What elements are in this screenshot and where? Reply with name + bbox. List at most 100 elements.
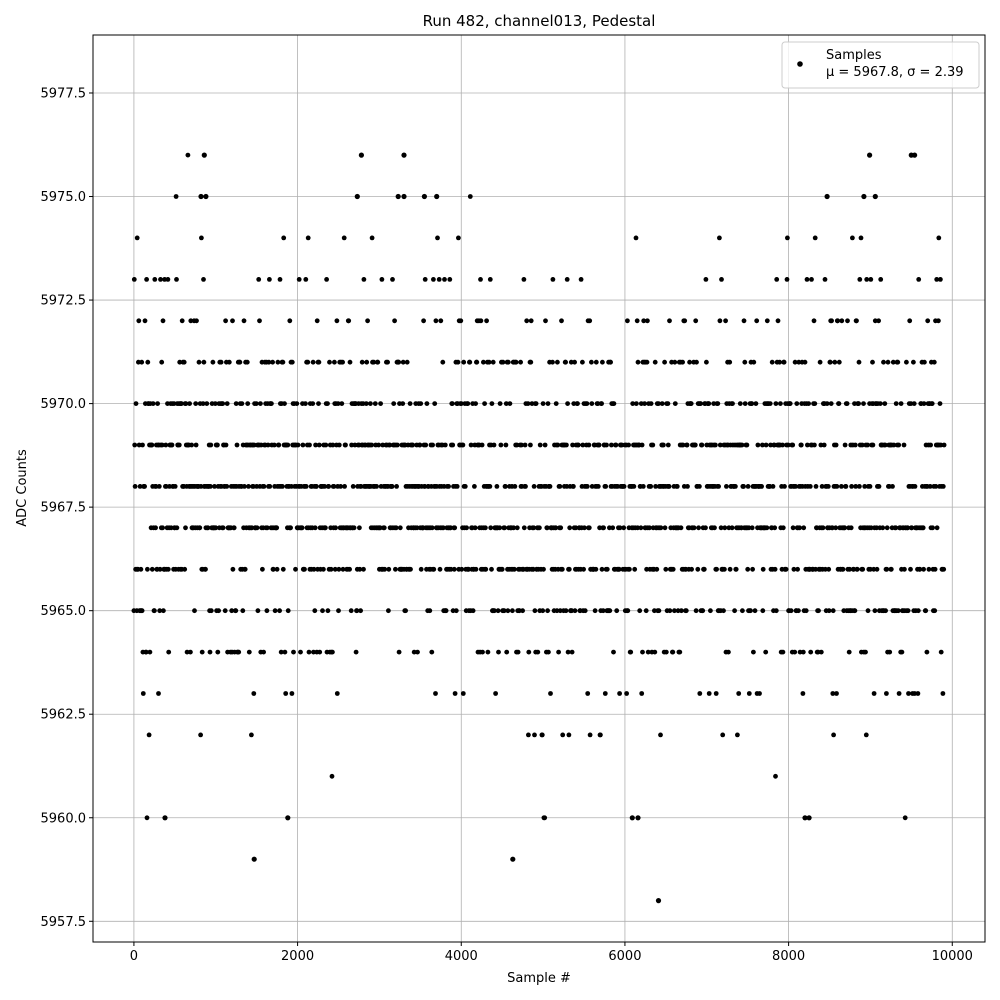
- legend-entry-samples: Samples: [826, 48, 882, 63]
- data-point: [418, 566, 424, 572]
- data-point: [525, 401, 531, 406]
- data-point: [581, 566, 586, 572]
- data-point: [376, 442, 381, 448]
- data-point: [732, 608, 737, 614]
- data-point: [436, 277, 442, 282]
- data-point: [834, 691, 839, 696]
- data-point: [890, 359, 896, 365]
- data-point: [640, 649, 645, 655]
- data-point: [689, 566, 694, 572]
- data-point: [185, 152, 191, 158]
- data-point: [139, 608, 145, 614]
- data-point: [394, 484, 399, 489]
- data-point: [411, 649, 417, 655]
- outlier-point: [251, 856, 257, 862]
- data-point: [490, 359, 496, 365]
- data-point: [703, 525, 708, 531]
- data-point: [326, 484, 332, 489]
- data-point: [328, 566, 334, 572]
- data-point: [917, 566, 923, 572]
- data-point: [764, 525, 770, 531]
- outlier-point: [861, 193, 867, 200]
- data-point: [473, 401, 478, 406]
- data-point: [625, 608, 631, 614]
- data-point: [852, 442, 858, 448]
- data-point: [760, 608, 766, 614]
- data-point: [354, 608, 360, 614]
- data-point: [529, 401, 535, 406]
- data-point: [861, 401, 866, 406]
- data-point: [679, 608, 684, 614]
- data-point: [683, 608, 689, 614]
- data-point: [570, 442, 575, 448]
- data-point: [500, 359, 506, 365]
- data-point: [846, 649, 852, 655]
- data-point: [364, 359, 370, 365]
- data-point: [505, 608, 511, 614]
- data-point: [505, 359, 511, 365]
- data-point: [267, 277, 272, 282]
- data-point: [400, 359, 406, 365]
- data-point: [665, 401, 671, 406]
- data-point: [289, 484, 294, 489]
- data-point: [386, 608, 391, 614]
- data-point: [884, 691, 889, 696]
- data-point: [751, 359, 757, 365]
- data-point: [341, 235, 347, 241]
- data-point: [177, 359, 183, 365]
- data-point: [806, 401, 811, 406]
- data-point: [452, 525, 458, 531]
- data-point: [589, 401, 595, 406]
- data-point: [145, 566, 150, 572]
- data-point: [854, 566, 860, 572]
- data-point: [830, 525, 835, 531]
- data-point: [833, 442, 839, 448]
- data-point: [780, 525, 786, 531]
- data-point: [205, 525, 211, 531]
- data-point: [324, 277, 329, 282]
- data-point: [323, 442, 329, 448]
- data-point: [902, 815, 908, 821]
- data-point: [586, 442, 592, 448]
- data-point: [863, 732, 869, 738]
- data-point: [729, 525, 735, 531]
- data-point: [940, 484, 946, 489]
- data-point: [192, 608, 197, 614]
- data-point: [695, 566, 701, 572]
- data-point: [813, 566, 818, 572]
- data-point: [152, 277, 158, 282]
- data-point: [585, 691, 591, 696]
- data-point: [737, 401, 743, 406]
- data-point: [449, 401, 455, 406]
- data-point: [260, 566, 265, 572]
- data-point: [240, 608, 246, 614]
- data-point: [928, 442, 933, 448]
- data-point: [397, 525, 403, 531]
- data-point: [572, 359, 577, 365]
- data-point: [265, 442, 271, 448]
- data-point: [874, 566, 880, 572]
- data-point: [521, 525, 527, 531]
- data-point: [652, 359, 658, 365]
- data-point: [912, 691, 917, 696]
- data-point: [179, 318, 185, 324]
- data-point: [492, 608, 497, 614]
- data-point: [662, 525, 668, 531]
- data-point: [640, 484, 646, 489]
- data-point: [526, 732, 531, 738]
- data-point: [272, 608, 278, 614]
- data-point: [253, 401, 259, 406]
- data-point: [718, 525, 724, 531]
- legend-marker: [797, 61, 803, 67]
- data-point: [251, 691, 257, 696]
- data-point: [844, 401, 850, 406]
- data-point: [456, 235, 461, 241]
- data-point: [587, 318, 593, 324]
- data-point: [816, 608, 821, 614]
- data-point: [385, 359, 390, 365]
- data-point: [741, 484, 746, 489]
- data-point: [174, 525, 180, 531]
- data-point: [404, 359, 410, 365]
- data-point: [575, 401, 580, 406]
- data-point: [140, 691, 146, 696]
